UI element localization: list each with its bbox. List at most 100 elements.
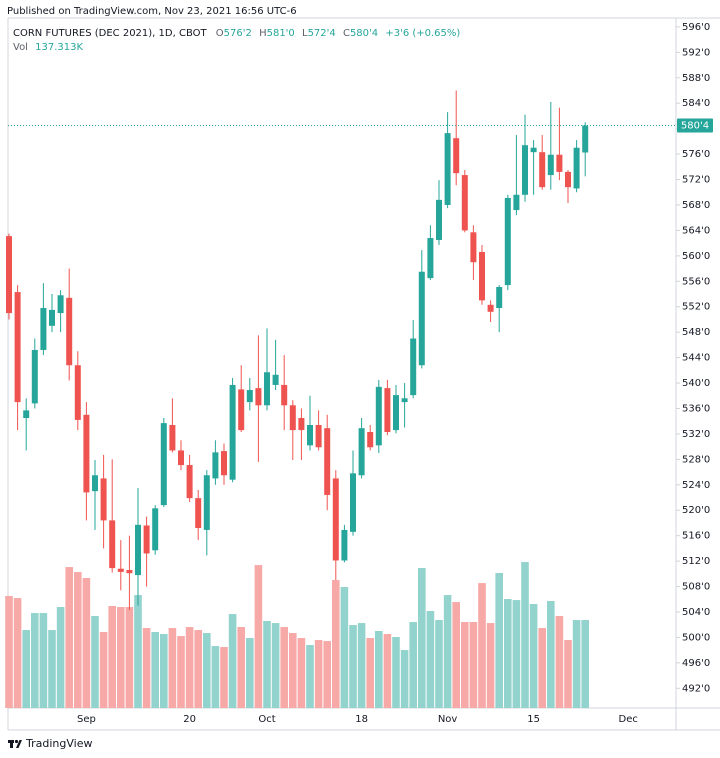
candle-body xyxy=(298,418,305,431)
volume-bar xyxy=(435,620,443,708)
volume-bar xyxy=(392,637,400,708)
candle-body xyxy=(573,147,580,189)
volume-bar xyxy=(512,600,521,708)
y-tick-label: 544'0 xyxy=(682,353,710,364)
volume-bar xyxy=(271,623,280,708)
volume-bar xyxy=(409,622,417,708)
y-tick-label: 540'0 xyxy=(682,378,710,389)
candle-body xyxy=(504,197,511,286)
volume-bar xyxy=(185,627,194,708)
x-tick-label: Nov xyxy=(438,714,458,725)
candle-body xyxy=(332,478,339,561)
y-tick-label: 564'0 xyxy=(682,225,710,236)
volume-bar xyxy=(443,595,452,708)
candle-body xyxy=(367,432,374,448)
y-tick-label: 548'0 xyxy=(682,327,710,338)
volume-bar xyxy=(263,620,271,708)
volume-bar xyxy=(581,620,589,708)
volume-bar xyxy=(237,627,245,708)
volume-bar xyxy=(375,630,383,708)
candle-body xyxy=(6,236,12,314)
candle-body xyxy=(49,309,55,326)
brand-name: TradingView xyxy=(25,737,92,750)
volume-bar xyxy=(340,587,349,708)
candle-body xyxy=(109,520,116,569)
volume-bar xyxy=(297,638,306,708)
volume-bar xyxy=(289,633,297,708)
volume-bar xyxy=(22,630,30,708)
volume-bar xyxy=(349,625,357,708)
volume-bar xyxy=(529,604,538,708)
candle-body xyxy=(178,450,184,466)
volume-bar xyxy=(418,568,426,708)
candle-body xyxy=(384,388,391,432)
candle-body xyxy=(221,451,227,476)
volume-bar xyxy=(48,630,56,708)
volume-bar xyxy=(547,601,555,708)
x-tick-label: Oct xyxy=(258,714,275,725)
volume-bar xyxy=(31,613,39,708)
volume-bar xyxy=(357,623,366,708)
volume-bar xyxy=(99,632,108,708)
brand-logo xyxy=(8,739,22,748)
candle-body xyxy=(358,428,365,476)
y-tick-label: 520'0 xyxy=(682,505,710,516)
y-tick-label: 532'0 xyxy=(682,429,710,440)
volume-bar xyxy=(452,602,460,708)
x-tick-label: Sep xyxy=(77,714,96,725)
y-tick-label: 568'0 xyxy=(682,200,710,211)
candle-body xyxy=(40,307,47,350)
change-label: +3'6 (+0.65%) xyxy=(385,28,460,39)
volume-bar xyxy=(194,630,202,708)
volume-bar xyxy=(5,596,13,708)
volume-bar xyxy=(91,616,99,708)
candle-body xyxy=(66,297,73,366)
published-note: Published on TradingView.com, Nov 23, 20… xyxy=(7,6,297,17)
candle-body xyxy=(522,145,528,195)
candle-body xyxy=(83,414,90,493)
candle-body xyxy=(126,570,133,574)
candle-body xyxy=(487,304,494,312)
volume-bar xyxy=(486,623,495,708)
candle-body xyxy=(152,508,159,551)
y-tick-label: 592'0 xyxy=(682,47,710,58)
candle-body xyxy=(470,232,477,263)
y-tick-label: 512'0 xyxy=(682,556,710,567)
candle-body xyxy=(100,478,107,521)
candle-body xyxy=(31,349,38,404)
volume-bar xyxy=(469,622,478,708)
x-tick-label: Dec xyxy=(619,714,638,725)
volume-bar xyxy=(504,599,512,708)
y-tick-label: 584'0 xyxy=(682,98,710,109)
candle-body xyxy=(195,498,202,529)
candle-body xyxy=(255,388,262,406)
ohlc-value: 581'0 xyxy=(267,28,295,39)
y-tick-label: 508'0 xyxy=(682,582,710,593)
volume-bar xyxy=(478,583,486,708)
volume-bar xyxy=(495,573,503,708)
ohlc-key: C xyxy=(343,28,350,39)
candle-body xyxy=(461,175,468,231)
volume-bar xyxy=(521,562,529,708)
candle-body xyxy=(135,524,141,576)
y-tick-label: 572'0 xyxy=(682,175,710,186)
y-tick-label: 504'0 xyxy=(682,607,710,618)
y-tick-label: 596'0 xyxy=(682,22,710,33)
candle-body xyxy=(160,423,167,506)
candle-body xyxy=(401,398,408,403)
y-tick-label: 524'0 xyxy=(682,480,710,491)
volume-bar xyxy=(538,628,546,708)
volume-bar xyxy=(555,616,564,708)
logo-part xyxy=(14,739,19,744)
volume-bar xyxy=(254,565,263,708)
x-tick-label: 15 xyxy=(527,714,540,725)
candle-body xyxy=(427,238,434,279)
y-tick-label: 516'0 xyxy=(682,531,710,542)
volume-bar xyxy=(220,647,228,708)
volume-bar xyxy=(572,620,581,708)
candle-body xyxy=(23,410,30,419)
volume-bar xyxy=(125,607,134,708)
volume-bar xyxy=(461,622,469,708)
candle-body xyxy=(539,152,546,188)
volume-bar xyxy=(564,640,572,708)
